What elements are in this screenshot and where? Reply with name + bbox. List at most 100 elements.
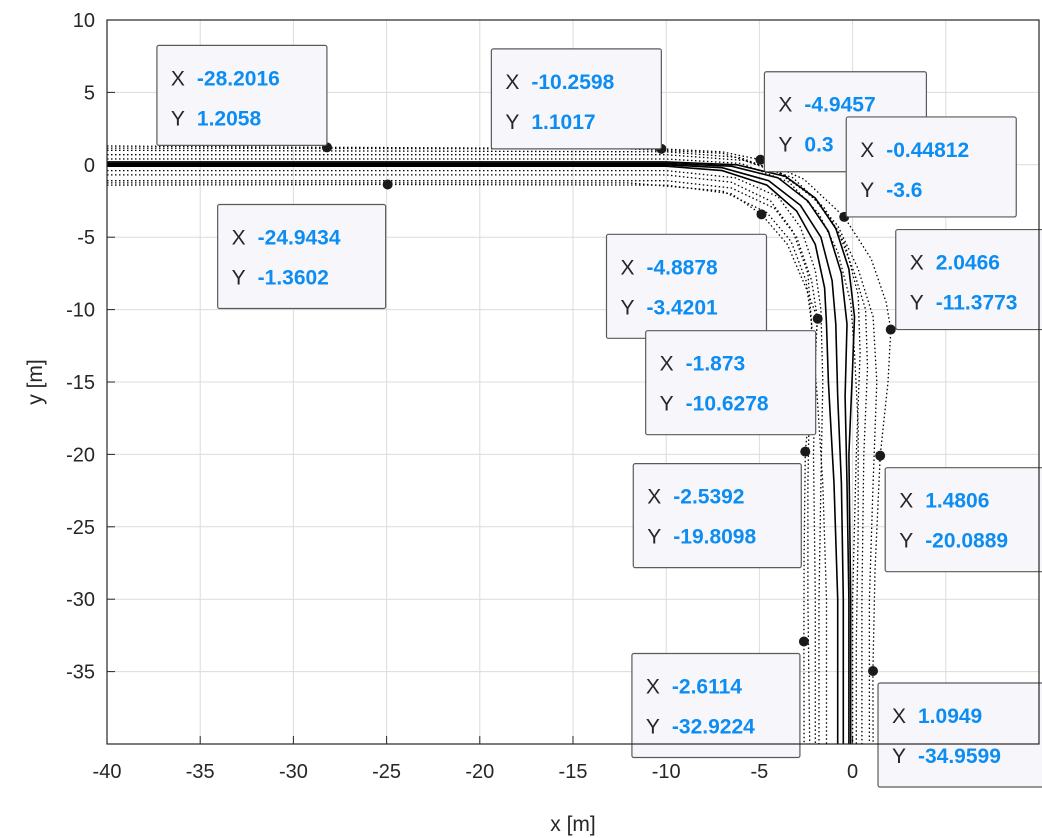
datatip-x-value: 1.0949 bbox=[918, 705, 982, 728]
x-tick-label: -10 bbox=[652, 761, 681, 783]
datatip-y-value: 0.3 bbox=[804, 134, 833, 157]
datatip[interactable]: X 2.0466 Y -11.3773 bbox=[895, 228, 1042, 331]
datatip[interactable]: X -28.2016 Y 1.2058 bbox=[156, 44, 328, 146]
datatip-x-key: X bbox=[505, 71, 519, 94]
datatip-y-key: Y bbox=[646, 716, 660, 739]
datatip-y-value: -3.4201 bbox=[646, 296, 718, 319]
x-tick-label: -25 bbox=[372, 761, 401, 783]
datatip-x-value: -0.44812 bbox=[886, 139, 969, 162]
datatip-x-key: X bbox=[171, 67, 185, 90]
y-tick-label: -20 bbox=[66, 444, 95, 466]
datatip-x-value: -2.6114 bbox=[672, 676, 742, 699]
datatip-y-value: -3.6 bbox=[886, 179, 922, 202]
datatip-y-value: -10.6278 bbox=[686, 393, 769, 416]
datatip-x-key: X bbox=[899, 490, 913, 513]
trajectory-line-8 bbox=[107, 180, 818, 744]
datatip-y-key: Y bbox=[910, 292, 924, 315]
datatip-x-key: X bbox=[892, 705, 906, 728]
datatip-x-value: -4.9457 bbox=[804, 94, 875, 117]
datatip-box bbox=[490, 48, 662, 150]
datatip-box bbox=[645, 330, 817, 436]
datatip-x-key: X bbox=[778, 94, 792, 117]
datatip-box bbox=[605, 233, 768, 339]
y-tick-label: -15 bbox=[66, 372, 95, 394]
datatip[interactable]: X -24.9434 Y -1.3602 bbox=[217, 203, 387, 310]
datatip-marker[interactable] bbox=[382, 179, 393, 190]
y-tick-labels: 10 5 0 -5 -10 -15 -20 -25 -30 -35 bbox=[66, 10, 95, 684]
datatip-x-key: X bbox=[232, 226, 246, 249]
datatip-x-value: 2.0466 bbox=[936, 252, 1000, 275]
datatip-x-key: X bbox=[646, 676, 660, 699]
x-axis-label: x [m] bbox=[550, 813, 596, 836]
datatip[interactable]: X -10.2598 Y 1.1017 bbox=[490, 48, 662, 150]
datatip-x-value: -28.2016 bbox=[197, 67, 280, 90]
trajectory-line-11 bbox=[107, 158, 859, 744]
datatip-y-key: Y bbox=[892, 745, 906, 768]
datatip-marker[interactable] bbox=[812, 313, 823, 324]
y-tick-label: 10 bbox=[73, 10, 95, 32]
datatip-y-key: Y bbox=[647, 526, 661, 549]
trajectory-line-1 bbox=[107, 164, 845, 744]
datatip-y-value: 1.2058 bbox=[197, 107, 262, 130]
y-tick-label: -35 bbox=[66, 662, 95, 684]
datatip-y-key: Y bbox=[620, 296, 634, 319]
datatip-marker[interactable] bbox=[875, 450, 886, 461]
datatip[interactable]: X 1.4806 Y -20.0889 bbox=[884, 467, 1042, 573]
y-tick-label: -25 bbox=[66, 517, 95, 539]
datatip-x-key: X bbox=[860, 139, 874, 162]
datatip-marker[interactable] bbox=[755, 154, 766, 165]
datatip-y-value: -32.9224 bbox=[672, 716, 755, 739]
datatip-marker[interactable] bbox=[868, 666, 879, 677]
datatip-x-value: -10.2598 bbox=[531, 71, 614, 94]
datatip-y-key: Y bbox=[899, 530, 913, 553]
datatip-x-value: -24.9434 bbox=[258, 226, 341, 249]
datatip-x-key: X bbox=[647, 486, 661, 509]
datatip-y-value: -1.3602 bbox=[258, 266, 329, 289]
y-tick-label: 5 bbox=[84, 82, 95, 104]
datatip[interactable]: X -4.8878 Y -3.4201 bbox=[605, 233, 768, 339]
datatip[interactable]: X -2.6114 Y -32.9224 bbox=[631, 652, 801, 759]
datatips: X -28.2016 Y 1.2058 X -24.9434 Y -1.3602 X -10.25… bbox=[156, 44, 1042, 788]
trajectory-line-14 bbox=[107, 182, 813, 744]
datatip-box bbox=[217, 203, 387, 310]
y-tick-label: -5 bbox=[77, 227, 95, 249]
datatip-marker[interactable] bbox=[800, 446, 811, 457]
datatip-box bbox=[845, 116, 1017, 218]
datatip-marker[interactable] bbox=[756, 209, 767, 220]
datatip[interactable]: X -1.873 Y -10.6278 bbox=[645, 330, 817, 436]
datatip-marker[interactable] bbox=[798, 636, 809, 647]
datatip[interactable]: X 1.0949 Y -34.9599 bbox=[877, 682, 1042, 788]
datatip-x-value: 1.4806 bbox=[925, 490, 989, 513]
datatip-x-value: -4.8878 bbox=[646, 256, 718, 279]
datatip-x-value: -1.873 bbox=[686, 353, 746, 376]
trajectory-line-6 bbox=[107, 183, 819, 744]
x-tick-label: -30 bbox=[279, 761, 308, 783]
trajectory-line-3 bbox=[107, 162, 850, 744]
datatip-box bbox=[884, 467, 1042, 573]
datatip-x-key: X bbox=[620, 256, 634, 279]
y-axis-label: y [m] bbox=[24, 359, 47, 405]
y-tick-label: -30 bbox=[66, 589, 95, 611]
datatip-y-value: -20.0889 bbox=[925, 530, 1008, 553]
datatip-marker[interactable] bbox=[885, 324, 896, 335]
x-tick-label: -20 bbox=[465, 761, 494, 783]
datatip-y-value: 1.1017 bbox=[531, 111, 595, 134]
datatip-box bbox=[877, 682, 1042, 788]
datatip-y-value: -11.3773 bbox=[936, 292, 1018, 315]
datatip-y-key: Y bbox=[778, 134, 792, 157]
datatip-box bbox=[156, 44, 328, 146]
trajectory-line-7 bbox=[107, 149, 869, 744]
y-tick-label: 0 bbox=[84, 155, 95, 177]
datatip-box bbox=[895, 228, 1042, 331]
datatip[interactable]: X -0.44812 Y -3.6 bbox=[845, 116, 1017, 218]
series-group bbox=[107, 145, 892, 744]
datatip-box bbox=[632, 463, 802, 569]
datatip-x-value: -2.5392 bbox=[673, 486, 744, 509]
datatip-y-key: Y bbox=[660, 393, 674, 416]
x-tick-label: -40 bbox=[93, 761, 122, 783]
x-tick-label: -5 bbox=[751, 761, 769, 783]
datatip[interactable]: X -2.5392 Y -19.8098 bbox=[632, 463, 802, 569]
datatip-y-key: Y bbox=[505, 111, 519, 134]
datatip-y-key: Y bbox=[171, 107, 185, 130]
plot-frame bbox=[106, 19, 1040, 745]
